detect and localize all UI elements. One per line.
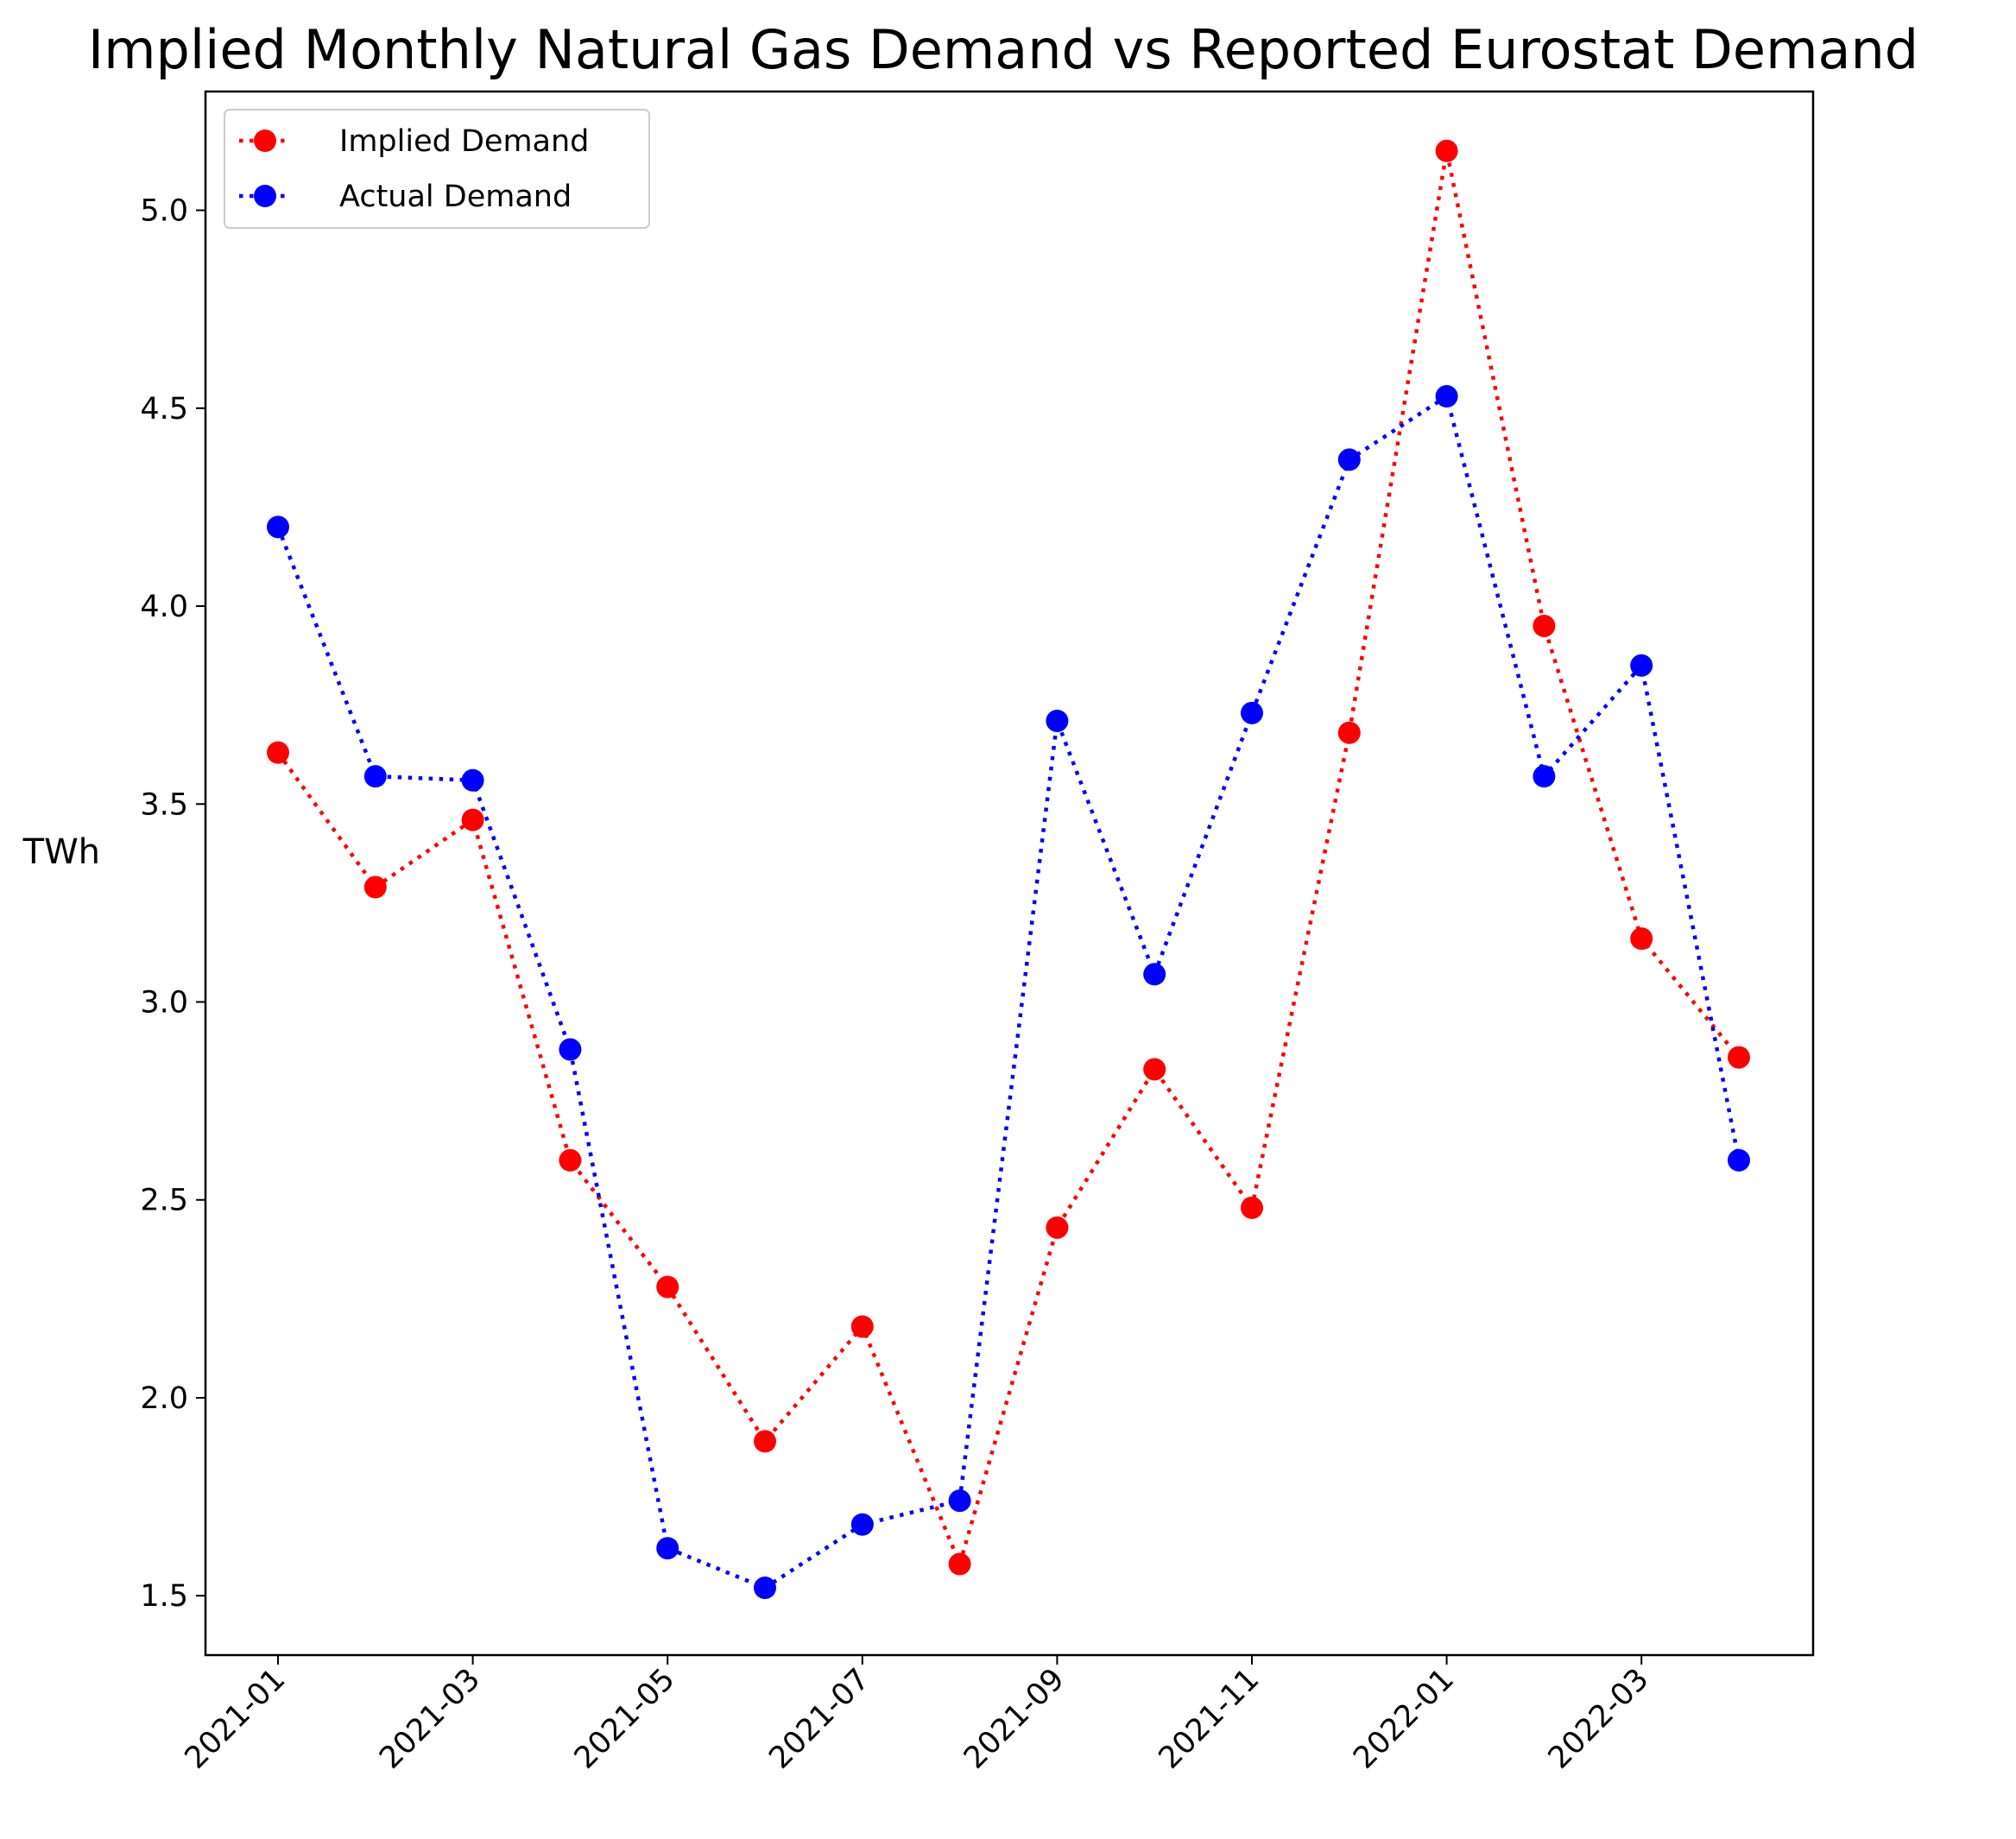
y-tick-label: 4.0 <box>140 590 188 624</box>
y-tick-label: 4.5 <box>140 392 188 427</box>
actual-demand-point <box>461 768 484 792</box>
actual-demand-point <box>1435 385 1458 408</box>
chart-title: Implied Monthly Natural Gas Demand vs Re… <box>88 18 1918 81</box>
legend-actual-demand-marker <box>254 185 276 207</box>
actual-demand-point <box>850 1513 874 1536</box>
x-tick-label: 2022-01 <box>1347 1662 1461 1776</box>
implied-demand-point <box>754 1430 776 1453</box>
plot-frame <box>204 90 1815 1657</box>
actual-demand-line <box>275 393 1741 1590</box>
y-tick-label: 3.5 <box>140 787 188 822</box>
actual-demand-point <box>1241 701 1263 724</box>
x-tick-label: 2021-11 <box>1153 1662 1267 1776</box>
implied-demand-point <box>1046 1216 1069 1239</box>
actual-demand-point <box>267 515 289 539</box>
legend-box <box>224 109 650 229</box>
implied-demand-point <box>656 1275 679 1299</box>
y-tick-label: 2.5 <box>140 1184 188 1218</box>
implied-demand-point <box>1337 721 1361 744</box>
actual-demand-point <box>1143 963 1166 986</box>
actual-demand-point <box>559 1038 582 1061</box>
actual-demand-point <box>948 1489 971 1513</box>
implied-demand-point <box>948 1552 971 1576</box>
legend: Implied Demand Actual Demand <box>224 109 650 229</box>
legend-implied-demand-label: Implied Demand <box>339 124 589 159</box>
implied-demand-point <box>1143 1058 1166 1081</box>
plot-area: 1.5 2.0 2.5 3.0 3.5 4.0 4.5 5.0 2021-01 2021-03 20… <box>140 90 1815 1776</box>
actual-demand-point <box>1533 765 1556 788</box>
actual-demand-point <box>754 1577 776 1600</box>
x-tick-label: 2021-09 <box>957 1662 1071 1776</box>
y-tick-label: 1.5 <box>140 1579 188 1614</box>
y-tick-label: 3.0 <box>140 986 188 1021</box>
implied-demand-point <box>1533 614 1556 637</box>
implied-demand-point <box>1728 1046 1750 1069</box>
x-tick-label: 2021-01 <box>179 1662 293 1776</box>
implied-demand-point <box>363 875 387 899</box>
x-tick-label: 2022-03 <box>1542 1662 1656 1776</box>
actual-demand-point <box>1630 654 1653 677</box>
y-axis-label: TWh <box>22 832 100 872</box>
implied-demand-point <box>1241 1196 1263 1219</box>
implied-demand-point <box>850 1315 874 1338</box>
implied-demand-point <box>559 1148 582 1172</box>
y-tick-label: 5.0 <box>140 194 188 229</box>
implied-demand-point <box>1435 139 1458 162</box>
x-tick-label: 2021-03 <box>373 1662 487 1776</box>
x-tick-label: 2021-05 <box>568 1662 682 1776</box>
actual-demand-point <box>363 765 387 788</box>
implied-demand-point <box>267 741 289 764</box>
y-tick-label: 2.0 <box>140 1381 188 1416</box>
legend-actual-demand-label: Actual Demand <box>339 180 572 214</box>
x-tick-label: 2021-07 <box>762 1662 876 1776</box>
actual-demand-point <box>1728 1148 1750 1172</box>
actual-demand-point <box>1337 448 1361 471</box>
implied-demand-point <box>461 808 484 831</box>
legend-implied-demand-marker <box>254 130 276 152</box>
actual-demand-point <box>1046 709 1069 732</box>
implied-demand-point <box>1630 927 1653 951</box>
actual-demand-point <box>656 1537 679 1560</box>
implied-demand-line <box>276 150 1741 1570</box>
